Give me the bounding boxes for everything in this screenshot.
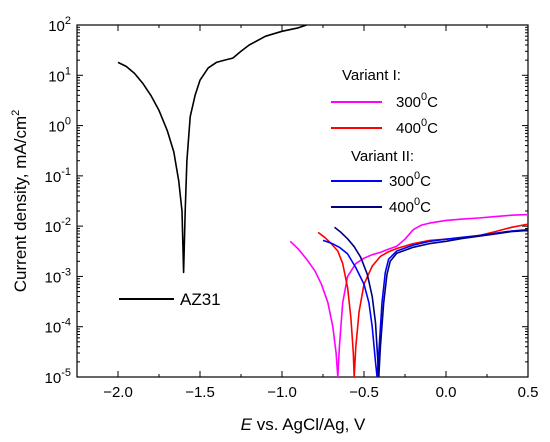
legend-label-2: 4000C	[396, 117, 438, 137]
x-tick-label: −0.5	[349, 384, 379, 401]
legend-temperature: 400	[389, 199, 414, 216]
series-line-az31	[117, 25, 307, 274]
y-tick-base: 10	[45, 320, 62, 337]
y-tick-base: 10	[48, 68, 65, 85]
x-tick-label: 0.5	[518, 384, 539, 401]
y-tick-exponent: -4	[61, 317, 71, 329]
y-tick-label: 102	[48, 15, 71, 35]
y-tick-base: 10	[45, 219, 62, 236]
x-axis-label: E vs. AgCl/Ag, V	[241, 415, 366, 434]
y-tick-base: 10	[45, 370, 62, 387]
y-tick-label: 10-3	[45, 266, 71, 286]
y-tick-exponent: 1	[65, 65, 71, 77]
series-line-3	[322, 228, 528, 377]
y-tick-base: 10	[48, 18, 65, 35]
y-tick-base: 10	[48, 119, 65, 136]
x-axis-label-variable: E	[241, 415, 253, 434]
y-tick-exponent: 2	[65, 15, 71, 27]
legend-degree: 0	[414, 196, 420, 208]
legend-unit: C	[420, 199, 431, 216]
y-axis-label: Current density, mA/cm2	[10, 110, 30, 292]
x-tick-label: 0.0	[436, 384, 457, 401]
plot-frame	[76, 24, 529, 378]
y-tick-label: 101	[48, 65, 71, 85]
legend-temperature: 400	[396, 120, 421, 137]
y-tick-label: 100	[48, 116, 71, 136]
y-tick-exponent: 0	[65, 116, 71, 128]
legend-label-az31: AZ31	[180, 290, 221, 309]
y-tick-label: 10-2	[45, 216, 71, 236]
y-tick-base: 10	[45, 169, 62, 186]
series-line-4	[334, 226, 528, 377]
legend-label-1: 3000C	[396, 91, 438, 111]
legend-label-4: 4000C	[389, 196, 431, 216]
legend-unit: C	[427, 120, 438, 137]
legend-degree: 0	[414, 170, 420, 182]
y-tick-exponent: -3	[61, 266, 71, 278]
y-tick-exponent: -5	[61, 367, 71, 379]
legend-degree: 0	[421, 117, 427, 129]
x-axis-label-rest: vs. AgCl/Ag, V	[252, 415, 366, 434]
y-axis-label-superscript: 2	[10, 110, 22, 116]
legend-label-3: 3000C	[389, 170, 431, 190]
y-axis-label-main: Current density, mA/cm	[11, 116, 30, 292]
y-tick-exponent: -1	[61, 166, 71, 178]
legend-degree: 0	[421, 91, 427, 103]
legend-unit: C	[427, 94, 438, 111]
x-tick-label: −1.0	[267, 384, 297, 401]
series-line-2	[317, 223, 528, 377]
legend-group-variant-2: Variant II:	[351, 148, 414, 165]
legend-unit: C	[420, 173, 431, 190]
legend-temperature: 300	[396, 94, 421, 111]
x-tick-label: −1.5	[185, 384, 215, 401]
y-tick-exponent: -2	[61, 216, 71, 228]
legend-group-variant-1: Variant I:	[342, 67, 401, 84]
axis-ticks: −2.0 −1.5 −1.0 −0.5 0.0 0.510210110010-110-21…	[45, 15, 539, 401]
y-tick-label: 10-4	[45, 317, 71, 337]
legend-temperature: 300	[389, 173, 414, 190]
y-tick-label: 10-1	[45, 166, 71, 186]
x-tick-label: −2.0	[103, 384, 133, 401]
y-tick-base: 10	[45, 269, 62, 286]
y-tick-label: 10-5	[45, 367, 71, 387]
data-series	[117, 25, 528, 377]
series-line-1	[289, 213, 528, 377]
